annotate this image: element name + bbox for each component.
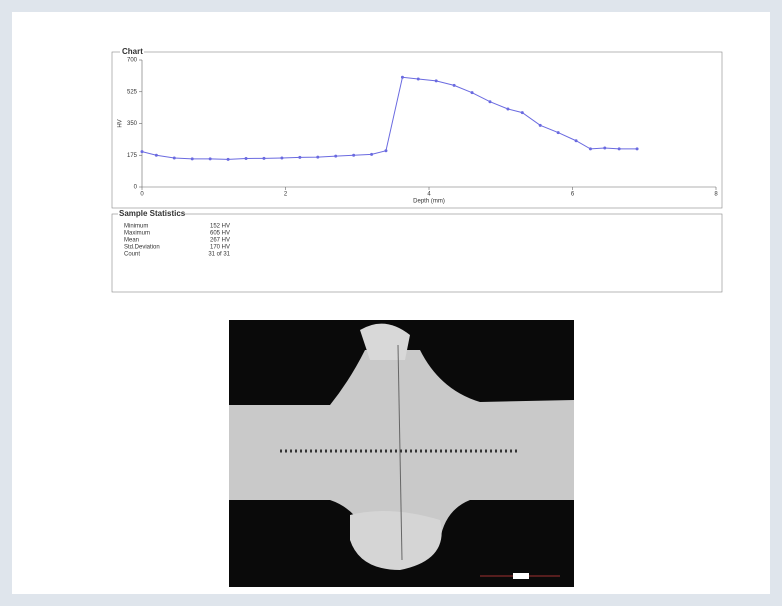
y-axis-label: HV (118, 119, 124, 127)
data-point (280, 156, 284, 160)
stat-name: Minimum (124, 224, 148, 230)
data-point (434, 79, 438, 83)
data-line (141, 76, 638, 160)
stat-value: 152 HV (210, 224, 230, 230)
data-point (470, 91, 474, 95)
data-point (262, 156, 266, 160)
x-tick-label: 0 (140, 192, 144, 198)
data-point (574, 139, 578, 143)
data-point (452, 83, 456, 87)
data-point (520, 111, 524, 115)
weld-section (229, 350, 574, 545)
data-point (506, 107, 510, 111)
y-tick-label: 525 (127, 89, 138, 95)
data-point (244, 157, 248, 161)
data-point (538, 123, 542, 127)
stat-value: 31 of 31 (208, 252, 230, 258)
data-point (154, 153, 158, 157)
scale-label-box (513, 573, 529, 579)
micrograph (229, 320, 574, 587)
y-tick-label: 0 (134, 185, 138, 191)
y-tick-label: 700 (127, 58, 138, 64)
y-tick-label: 350 (127, 121, 138, 127)
data-point (190, 157, 194, 161)
data-point (588, 147, 592, 151)
stat-name: Maximum (124, 231, 150, 237)
data-point (416, 77, 420, 81)
data-point (334, 154, 338, 158)
data-point (140, 150, 144, 154)
data-point (617, 147, 621, 151)
x-tick-label: 4 (427, 192, 431, 198)
data-point (556, 131, 560, 135)
chart-group-title: Chart (122, 47, 143, 56)
x-tick-label: 6 (571, 192, 575, 198)
data-point (298, 155, 302, 159)
stats-box-gap (118, 210, 184, 218)
x-tick-label: 8 (714, 192, 718, 198)
weld-cap (360, 323, 410, 360)
data-point (172, 156, 176, 160)
stat-value: 170 HV (210, 245, 230, 251)
chart-box (111, 51, 723, 209)
data-point (384, 149, 388, 153)
data-point (208, 157, 212, 161)
stats-box (111, 213, 723, 293)
stat-name: Mean (124, 238, 139, 244)
chart-box-gap (120, 48, 144, 56)
data-point (316, 155, 320, 159)
stats-title: Sample Statistics (119, 209, 186, 218)
stat-value: 605 HV (210, 231, 230, 237)
data-point (400, 75, 404, 79)
data-point (488, 100, 492, 104)
data-point (352, 153, 356, 157)
data-point (603, 146, 607, 150)
x-axis-label: Depth (mm) (413, 199, 445, 205)
data-point (226, 157, 230, 161)
weld-root (350, 511, 442, 570)
data-point (370, 152, 374, 156)
y-tick-label: 175 (127, 153, 138, 159)
stat-value: 267 HV (210, 238, 230, 244)
data-point (635, 147, 639, 151)
stat-name: Std.Deviation (124, 245, 160, 251)
stat-name: Count (124, 252, 140, 258)
x-tick-label: 2 (284, 192, 288, 198)
